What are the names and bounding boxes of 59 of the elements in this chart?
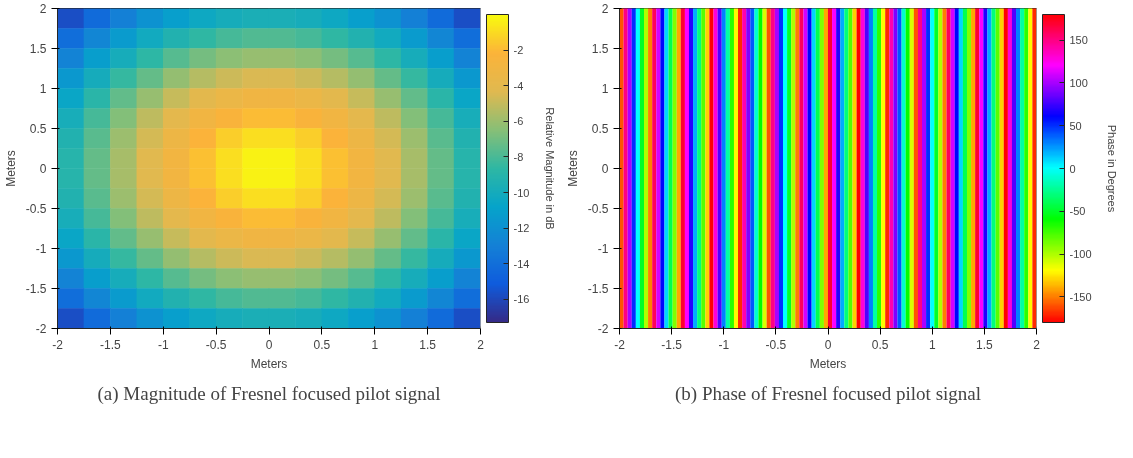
- color-bar-label: -14: [513, 257, 530, 270]
- y-tick-label: -2: [35, 322, 47, 336]
- color-bar-label: -16: [513, 293, 530, 306]
- x-tick-label: -0.5: [765, 337, 787, 352]
- color-bar-label: -10: [513, 186, 530, 199]
- y-tick-label: -1.5: [25, 282, 47, 296]
- y-tick-label: 0.5: [29, 122, 47, 136]
- color-bar-label: -50: [1069, 205, 1086, 218]
- color-bar-title: Relative Magnitude in dB: [543, 107, 556, 230]
- color-bar-label: 100: [1069, 76, 1088, 89]
- y-tick-label: 0: [39, 162, 47, 176]
- x-tick-label: -1.5: [661, 337, 683, 352]
- color-bar-label: -150: [1069, 290, 1092, 303]
- y-tick-label: 0.5: [591, 122, 609, 136]
- x-tick-label: 0: [824, 337, 832, 352]
- x-tick-label: 1: [371, 337, 379, 352]
- y-tick-label: 0: [601, 162, 609, 176]
- y-tick-label: 1.5: [591, 42, 609, 56]
- color-bar-label: -6: [513, 115, 524, 128]
- y-tick-label: -1.5: [587, 282, 609, 296]
- x-tick-label: -0.5: [205, 337, 227, 352]
- x-axis-title: Meters: [250, 356, 288, 371]
- x-tick-label: 0: [265, 337, 273, 352]
- x-axis-title: Meters: [809, 356, 847, 371]
- x-tick-label: -2: [52, 337, 64, 352]
- color-bar-label: -8: [513, 150, 524, 163]
- y-tick-label: 2: [601, 2, 609, 16]
- text: (a) Magnitude of Fresnel focused pilot signal: [97, 382, 441, 405]
- y-axis-title: Meters: [3, 150, 18, 187]
- color-bar-label: 150: [1069, 34, 1088, 47]
- color-bar-label: -4: [513, 79, 524, 92]
- y-tick-label: 1: [601, 82, 609, 96]
- x-tick-label: -2: [614, 337, 626, 352]
- color-bar-label: -100: [1069, 248, 1092, 261]
- x-tick-label: 0.5: [871, 337, 889, 352]
- x-tick-label: 2: [477, 337, 485, 352]
- color-bar-label: 0: [1069, 162, 1076, 175]
- y-tick-label: -2: [597, 322, 609, 336]
- x-tick-label: -1: [157, 337, 169, 352]
- color-bar-title: Phase in Degrees: [1105, 124, 1118, 213]
- x-tick-label: -1: [718, 337, 730, 352]
- y-tick-label: -1: [35, 242, 47, 256]
- y-tick-label: 1.5: [29, 42, 47, 56]
- y-tick-label: -1: [597, 242, 609, 256]
- x-tick-label: 1: [928, 337, 936, 352]
- color-bar-label: 50: [1069, 119, 1082, 132]
- y-tick-label: 2: [39, 2, 47, 16]
- x-tick-label: 0.5: [313, 337, 331, 352]
- text: (b) Phase of Fresnel focused pilot signal: [674, 382, 982, 405]
- x-tick-label: 1.5: [419, 337, 437, 352]
- x-tick-label: 1.5: [976, 337, 994, 352]
- x-tick-label: 2: [1033, 337, 1041, 352]
- color-bar-label: -12: [513, 222, 530, 235]
- y-tick-label: -0.5: [25, 202, 47, 216]
- x-tick-label: -1.5: [100, 337, 122, 352]
- y-axis-title: Meters: [565, 150, 580, 187]
- y-tick-label: -0.5: [587, 202, 609, 216]
- y-tick-label: 1: [39, 82, 47, 96]
- color-bar-label: -2: [513, 44, 524, 57]
